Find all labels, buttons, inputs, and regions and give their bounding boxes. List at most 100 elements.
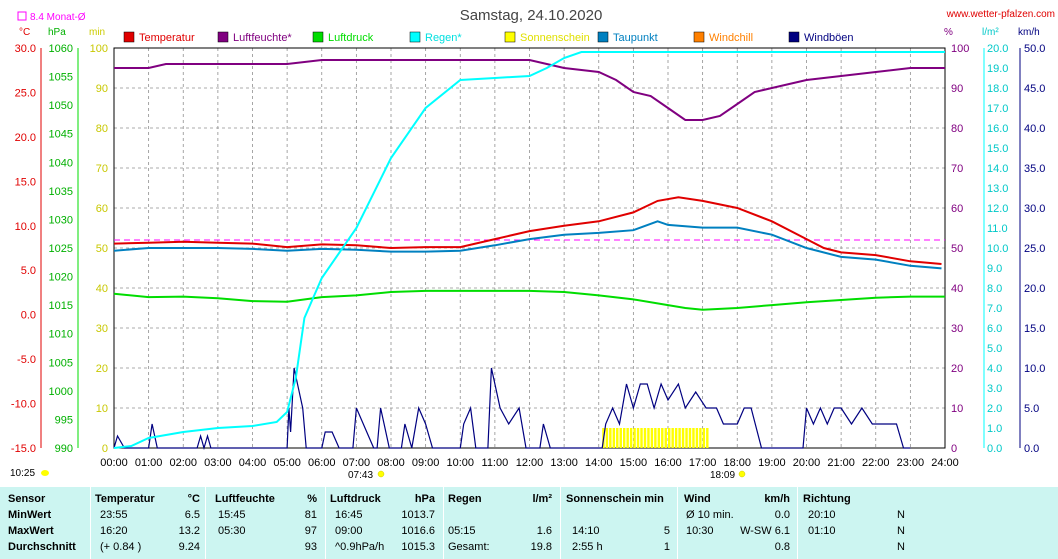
temp-tick: -5.0 <box>17 354 36 366</box>
minutes-tick: 10 <box>96 403 108 415</box>
pressure-tick: 1040 <box>49 157 73 169</box>
stats-header: Luftdruck <box>330 493 381 505</box>
stats-cell: 05:15 <box>448 525 476 537</box>
minutes-tick: 60 <box>96 203 108 215</box>
stats-divider <box>205 487 206 559</box>
x-tick: 23:00 <box>897 457 925 469</box>
x-tick: 02:00 <box>169 457 197 469</box>
minutes-tick: 0 <box>102 443 108 455</box>
legend-label: Luftfeuchte* <box>233 32 292 44</box>
weather-chart: 30.0 25.0 20.0 15.0 10.0 5.0 0.0 -5.0 -10.0 -15.0… <box>10 7 1055 481</box>
sunshine-bar <box>661 428 664 448</box>
stats-cell: ^0.9hPa/h <box>335 541 385 553</box>
stats-cell: 01:10 <box>808 525 836 537</box>
stats-cell: 0.0 <box>774 509 790 521</box>
sunshine-bar <box>685 428 688 448</box>
temp-tick: 0.0 <box>21 310 36 322</box>
site-url[interactable]: www.wetter-pfalzen.com <box>946 9 1055 20</box>
percent-tick: 10 <box>951 403 963 415</box>
pressure-tick: 1025 <box>49 243 73 255</box>
sunshine-bar <box>650 428 654 448</box>
rain-tick: 7.0 <box>987 303 1002 315</box>
rain-tick: 16.0 <box>987 123 1008 135</box>
sunshine-bar <box>699 428 702 448</box>
stats-cell: 1 <box>663 541 670 553</box>
rain-tick: 19.0 <box>987 63 1008 75</box>
legend-label: Regen* <box>425 32 462 44</box>
sunshine-bar <box>671 428 674 448</box>
rain-tick: 2.0 <box>987 403 1002 415</box>
sunshine-bar <box>619 428 622 448</box>
minutes-tick: 90 <box>96 83 108 95</box>
x-tick: 22:00 <box>862 457 890 469</box>
sunset-icon <box>738 470 746 478</box>
wind-tick: 10.0 <box>1024 363 1045 375</box>
stats-cell: 09:00 <box>335 525 363 537</box>
unit-minutes: min <box>89 27 105 38</box>
wind-tick: 5.0 <box>1024 403 1039 415</box>
percent-tick: 0 <box>951 443 957 455</box>
percent-tick: 70 <box>951 163 963 175</box>
rain-tick: 15.0 <box>987 143 1008 155</box>
pressure-tick: 990 <box>55 443 73 455</box>
stats-header: Sensor <box>8 493 46 505</box>
rain-tick: 11.0 <box>987 223 1008 235</box>
legend-swatch <box>123 31 135 43</box>
sunshine-bar <box>706 428 709 448</box>
stats-cell: N <box>897 509 905 521</box>
series-taupunkt <box>113 220 942 270</box>
sunshine-bar <box>622 428 626 448</box>
pressure-tick: 1050 <box>49 100 73 112</box>
pressure-tick: 1035 <box>49 186 73 198</box>
monthly-avg-icon <box>17 11 27 21</box>
sunshine-bar <box>640 428 643 448</box>
stats-divider <box>560 487 561 559</box>
sunshine-bar <box>678 428 681 448</box>
pressure-tick: 1010 <box>49 329 73 341</box>
stats-header: Richtung <box>803 493 851 505</box>
stats-cell: 9.24 <box>178 541 200 553</box>
stats-cell: Gesamt: <box>448 541 490 553</box>
stats-cell: 19.8 <box>530 541 552 553</box>
legend-swatch <box>504 31 516 43</box>
legend-swatch <box>312 31 324 43</box>
temp-tick: 5.0 <box>21 265 36 277</box>
rain-tick: 10.0 <box>987 243 1008 255</box>
minutes-tick: 40 <box>96 283 108 295</box>
sunshine-bar <box>664 428 667 448</box>
rain-tick: 0.0 <box>987 443 1002 455</box>
x-tick: 20:00 <box>793 457 821 469</box>
percent-tick: 20 <box>951 363 963 375</box>
x-tick: 05:00 <box>273 457 301 469</box>
unit-rain: l/m² <box>982 27 999 38</box>
stats-cell: 10:30 <box>686 525 714 537</box>
percent-tick: 50 <box>951 243 963 255</box>
stats-header: Luftfeuchte <box>215 493 275 505</box>
temp-tick: 10.0 <box>15 221 36 233</box>
stats-cell: 1.6 <box>536 525 552 537</box>
series-regen <box>113 51 945 449</box>
x-tick: 14:00 <box>585 457 613 469</box>
sunshine-bar <box>668 428 671 448</box>
x-tick: 18:00 <box>723 457 751 469</box>
pressure-tick: 1015 <box>49 300 73 312</box>
stats-cell: N <box>897 541 905 553</box>
sunset-time: 18:09 <box>710 470 735 481</box>
legend-label: Luftdruck <box>328 32 374 44</box>
x-tick: 24:00 <box>931 457 959 469</box>
stats-header: hPa <box>414 493 435 505</box>
sunshine-bar <box>688 428 692 448</box>
stats-cell: 1016.6 <box>401 525 435 537</box>
stats-divider <box>443 487 444 559</box>
x-tick: 07:00 <box>343 457 371 469</box>
x-tick: 19:00 <box>758 457 786 469</box>
wind-tick: 20.0 <box>1024 283 1045 295</box>
legend-swatch <box>788 31 800 43</box>
stats-header: % <box>307 493 317 505</box>
minutes-tick: 80 <box>96 123 108 135</box>
rain-tick: 3.0 <box>987 383 1002 395</box>
stats-cell: 1013.7 <box>401 509 435 521</box>
wind-tick: 0.0 <box>1024 443 1039 455</box>
legend-label: Sonnenschein <box>520 32 590 44</box>
sunshine-bar <box>654 428 657 448</box>
